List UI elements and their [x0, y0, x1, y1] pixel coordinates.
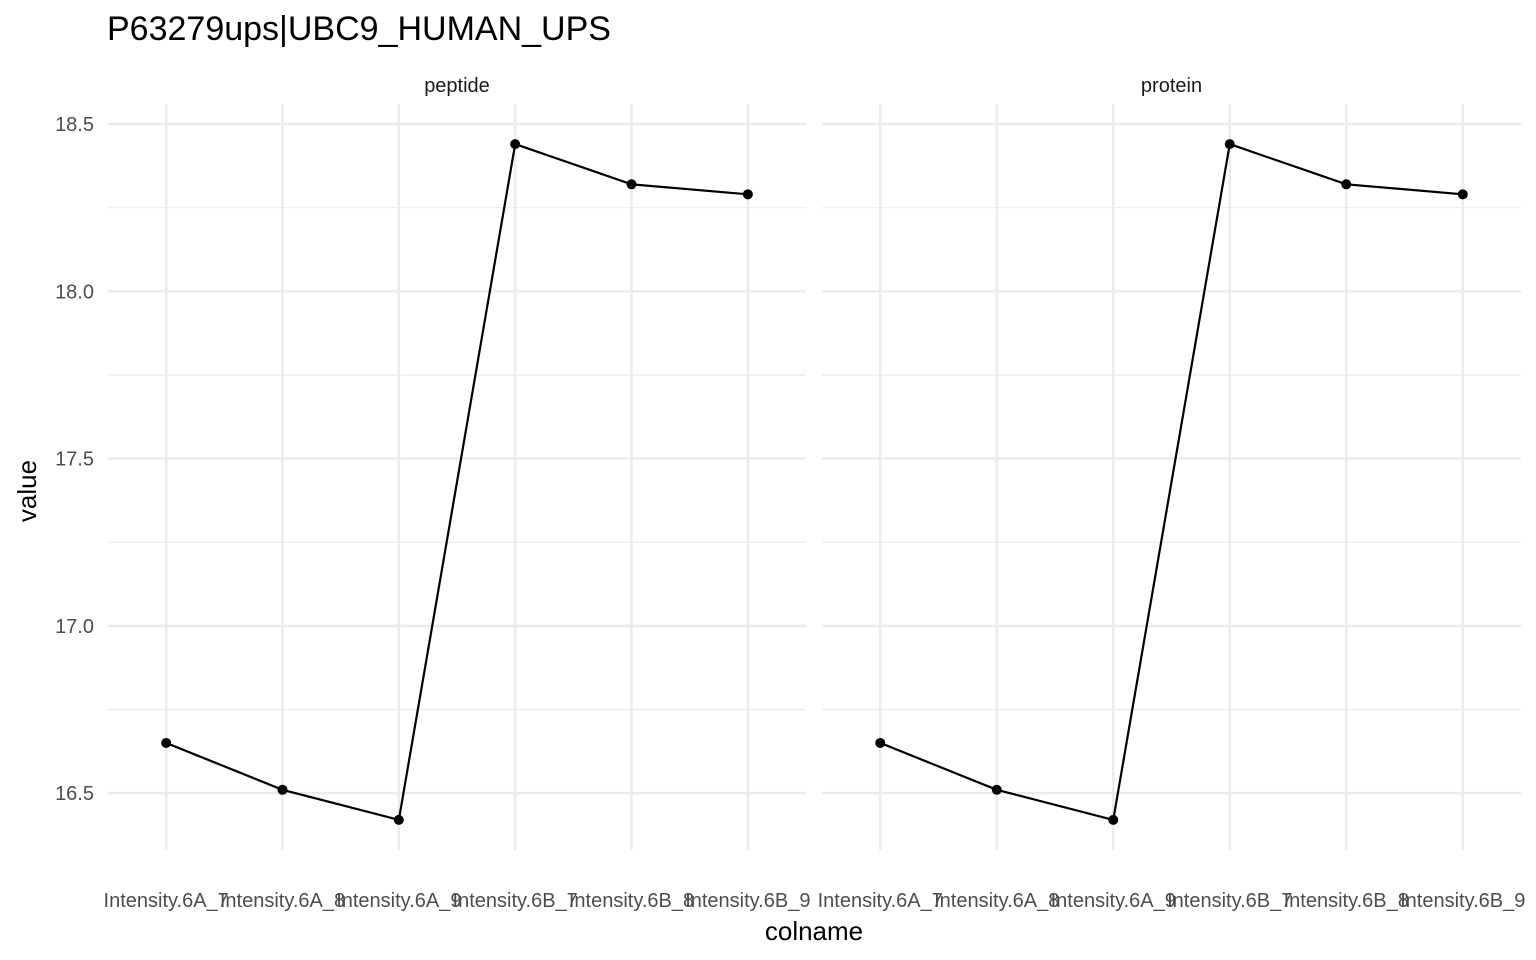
- data-point: [277, 784, 288, 795]
- x-tick-label: Intensity.6A_7: [104, 890, 229, 912]
- data-point: [875, 737, 886, 748]
- x-tick-label: Intensity.6B_8: [569, 890, 694, 912]
- data-point: [742, 189, 753, 200]
- x-tick-label: Intensity.6B_9: [685, 890, 810, 912]
- data-point: [161, 737, 172, 748]
- y-tick-label: 18.0: [55, 281, 94, 303]
- data-point: [1108, 814, 1119, 825]
- x-tick-label: Intensity.6A_8: [220, 890, 345, 912]
- y-tick-label: 17.5: [55, 449, 94, 471]
- panel-peptide: peptideIntensity.6A_7Intensity.6A_8Inten…: [55, 75, 810, 912]
- data-point: [393, 814, 404, 825]
- panel-protein: proteinIntensity.6A_7Intensity.6A_8Inten…: [818, 75, 1526, 912]
- x-tick-label: Intensity.6B_7: [1167, 890, 1292, 912]
- x-tick-label: Intensity.6A_8: [934, 890, 1059, 912]
- data-point: [510, 139, 521, 150]
- y-tick-label: 17.0: [55, 616, 94, 638]
- facet-label: protein: [1141, 75, 1202, 97]
- x-tick-label: Intensity.6A_9: [336, 890, 461, 912]
- y-axis-title: value: [12, 460, 42, 522]
- data-point: [991, 784, 1002, 795]
- series-line: [165, 142, 748, 822]
- series-line: [879, 142, 1463, 822]
- y-tick-label: 18.5: [55, 114, 94, 136]
- x-tick-label: Intensity.6B_7: [453, 890, 578, 912]
- chart-title: P63279ups|UBC9_HUMAN_UPS: [107, 10, 611, 48]
- x-tick-label: Intensity.6B_9: [1400, 890, 1525, 912]
- x-tick-label: Intensity.6A_7: [818, 890, 943, 912]
- data-point: [1457, 189, 1468, 200]
- x-tick-label: Intensity.6B_8: [1284, 890, 1409, 912]
- data-point: [1224, 139, 1235, 150]
- facet-label: peptide: [424, 75, 490, 97]
- data-point: [626, 179, 637, 190]
- data-point: [1341, 179, 1352, 190]
- chart-panels: peptideIntensity.6A_7Intensity.6A_8Inten…: [55, 75, 1525, 912]
- x-axis-title: colname: [765, 916, 863, 946]
- x-tick-label: Intensity.6A_9: [1051, 890, 1176, 912]
- y-tick-label: 16.5: [55, 783, 94, 805]
